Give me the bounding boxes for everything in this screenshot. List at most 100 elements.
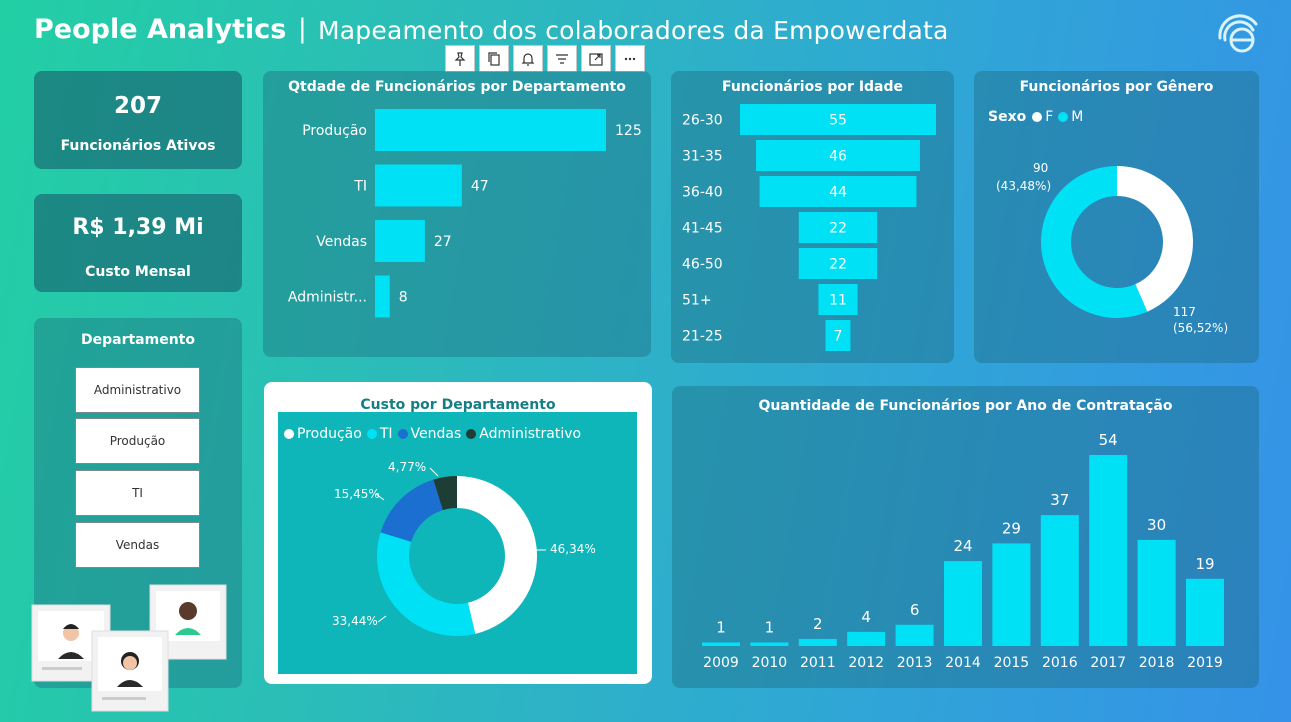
gender-chart-card: Funcionários por Gênero Sexo F M 90 (43,4… bbox=[974, 71, 1259, 363]
pin-icon bbox=[454, 51, 466, 66]
bell-icon bbox=[521, 52, 535, 66]
cost-chart-card: Custo por Departamento Produção TI Venda… bbox=[264, 382, 652, 684]
legend-item-producao[interactable]: Produção bbox=[284, 426, 362, 442]
more-options-button[interactable] bbox=[615, 45, 645, 72]
hire-bar-2010[interactable] bbox=[750, 642, 789, 646]
hire-bar-2017[interactable] bbox=[1089, 455, 1128, 646]
age-value-label-26-30: 55 bbox=[829, 113, 847, 129]
slicer-item-vendas[interactable]: Vendas bbox=[75, 522, 200, 568]
gender-slice-m[interactable] bbox=[1041, 166, 1148, 318]
cost-percent-label-vendas: 15,45% bbox=[334, 487, 380, 501]
hire-bar-2018[interactable] bbox=[1137, 539, 1176, 646]
dept-bar-ti[interactable] bbox=[375, 164, 462, 207]
legend-item-m[interactable]: M bbox=[1058, 109, 1083, 125]
copy-button[interactable] bbox=[479, 45, 509, 72]
filter-icon bbox=[556, 53, 568, 64]
visual-toolbar bbox=[445, 45, 645, 72]
hire-value-label-2019: 19 bbox=[1195, 555, 1214, 573]
legend-dot-m bbox=[1058, 112, 1069, 122]
focus-mode-button[interactable] bbox=[581, 45, 611, 72]
age-bar-51[interactable] bbox=[818, 284, 858, 315]
dept-chart-card: Qtdade de Funcionários por Departamento … bbox=[263, 71, 651, 357]
slicer-item-administrativo[interactable]: Administrativo bbox=[75, 367, 200, 413]
legend-label-f: F bbox=[1045, 109, 1054, 125]
dept-category-label-vendas: Vendas bbox=[316, 234, 367, 250]
legend-label-vendas: Vendas bbox=[410, 426, 462, 442]
hire-chart-title: Quantidade de Funcionários por Ano de Co… bbox=[758, 398, 1173, 414]
filter-button[interactable] bbox=[547, 45, 577, 72]
dept-category-label-ti: TI bbox=[353, 179, 367, 195]
cost-donut-chart: 46,34% 33,44% 15,45% 4,77% bbox=[332, 460, 596, 636]
hire-bar-2012[interactable] bbox=[847, 631, 886, 646]
hire-bar-2016[interactable] bbox=[1040, 515, 1079, 646]
cost-slice-administrativo[interactable] bbox=[433, 476, 457, 511]
age-bar-36-40[interactable] bbox=[759, 176, 917, 207]
dept-chart-title: Qtdade de Funcionários por Departamento bbox=[288, 79, 626, 95]
hire-bar-2015[interactable] bbox=[992, 543, 1031, 646]
age-bar-46-50[interactable] bbox=[798, 248, 878, 279]
cost-slice-vendas[interactable] bbox=[380, 479, 443, 542]
gender-value-label-m: 117 bbox=[1173, 305, 1196, 319]
legend-item-vendas[interactable]: Vendas bbox=[397, 426, 462, 442]
slicer-item-ti[interactable]: TI bbox=[75, 470, 200, 516]
hire-year-label-2009: 2009 bbox=[703, 655, 739, 671]
gender-value-label-f: 90 bbox=[1033, 161, 1048, 175]
alert-button[interactable] bbox=[513, 45, 543, 72]
cost-legend: Produção TI Vendas Administrativo bbox=[284, 426, 586, 442]
gender-slice-f[interactable] bbox=[1117, 166, 1193, 312]
pin-button[interactable] bbox=[445, 45, 475, 72]
legend-dot-f bbox=[1032, 112, 1043, 122]
hire-year-label-2015: 2015 bbox=[994, 655, 1030, 671]
hire-bar-2019[interactable] bbox=[1186, 578, 1224, 646]
age-category-label-21-25: 21-25 bbox=[682, 329, 723, 345]
cost-slice-producao[interactable] bbox=[457, 476, 537, 634]
hire-bar-2014[interactable] bbox=[944, 561, 982, 646]
age-bar-26-30[interactable] bbox=[740, 104, 936, 135]
cost-chart-title: Custo por Departamento bbox=[360, 397, 556, 413]
page-subtitle: Mapeamento dos colaboradores da Empowerd… bbox=[318, 16, 949, 45]
age-value-label-36-40: 44 bbox=[829, 185, 847, 201]
gender-legend-title: Sexo bbox=[988, 109, 1027, 125]
hire-year-label-2019: 2019 bbox=[1187, 655, 1223, 671]
age-category-label-46-50: 46-50 bbox=[682, 257, 723, 273]
hire-value-label-2018: 30 bbox=[1147, 516, 1166, 534]
cost-percent-label-producao: 46,34% bbox=[550, 542, 596, 556]
dept-bar-vendas[interactable] bbox=[375, 220, 425, 262]
slicer-item-producao[interactable]: Produção bbox=[75, 418, 200, 464]
gender-chart-title: Funcionários por Gênero bbox=[1019, 79, 1214, 95]
hire-bar-2011[interactable] bbox=[798, 638, 837, 646]
cost-slice-ti[interactable] bbox=[377, 532, 476, 636]
hire-year-label-2017: 2017 bbox=[1090, 655, 1126, 671]
legend-item-f[interactable]: F bbox=[1032, 109, 1053, 125]
dept-bar-producao[interactable] bbox=[375, 109, 606, 151]
legend-dot-vendas bbox=[397, 429, 408, 439]
expand-icon bbox=[589, 52, 603, 66]
cost-leader-line-ti bbox=[377, 615, 387, 623]
hire-bar-2013[interactable] bbox=[895, 624, 934, 646]
dept-value-label-administr: 8 bbox=[399, 290, 408, 306]
age-bar-21-25[interactable] bbox=[825, 320, 851, 351]
age-bar-31-35[interactable] bbox=[756, 140, 920, 171]
dept-value-label-ti: 47 bbox=[471, 179, 489, 195]
dept-bar-chart: Produção 125 TI 47 Vendas 27 Administr... 8 bbox=[288, 109, 642, 318]
page-title: People Analytics bbox=[34, 14, 287, 45]
hire-bar-chart: 1 2009 1 2010 2 2011 4 2012 6 2013 24 2014 29 2015 37 2… bbox=[702, 431, 1224, 671]
dept-value-label-producao: 125 bbox=[615, 123, 642, 139]
legend-item-ti[interactable]: TI bbox=[366, 426, 393, 442]
dept-bar-administr[interactable] bbox=[375, 275, 390, 318]
hire-chart-card: Quantidade de Funcionários por Ano de Co… bbox=[672, 386, 1259, 688]
hire-value-label-2014: 24 bbox=[953, 537, 972, 555]
hire-bar-2009[interactable] bbox=[702, 642, 740, 646]
legend-item-administrativo[interactable]: Administrativo bbox=[466, 426, 581, 442]
age-bar-41-45[interactable] bbox=[798, 212, 878, 243]
kpi-cost-card: R$ 1,39 Mi Custo Mensal bbox=[34, 194, 242, 292]
hire-value-label-2009: 1 bbox=[716, 618, 726, 636]
kpi-employees-value: 207 bbox=[113, 93, 162, 119]
age-value-label-41-45: 22 bbox=[829, 221, 847, 237]
hire-year-label-2013: 2013 bbox=[897, 655, 933, 671]
hire-value-label-2017: 54 bbox=[1099, 431, 1118, 449]
legend-label-producao: Produção bbox=[297, 426, 362, 442]
age-value-label-31-35: 46 bbox=[829, 149, 847, 165]
copy-icon bbox=[488, 51, 500, 66]
legend-label-m: M bbox=[1071, 109, 1084, 125]
